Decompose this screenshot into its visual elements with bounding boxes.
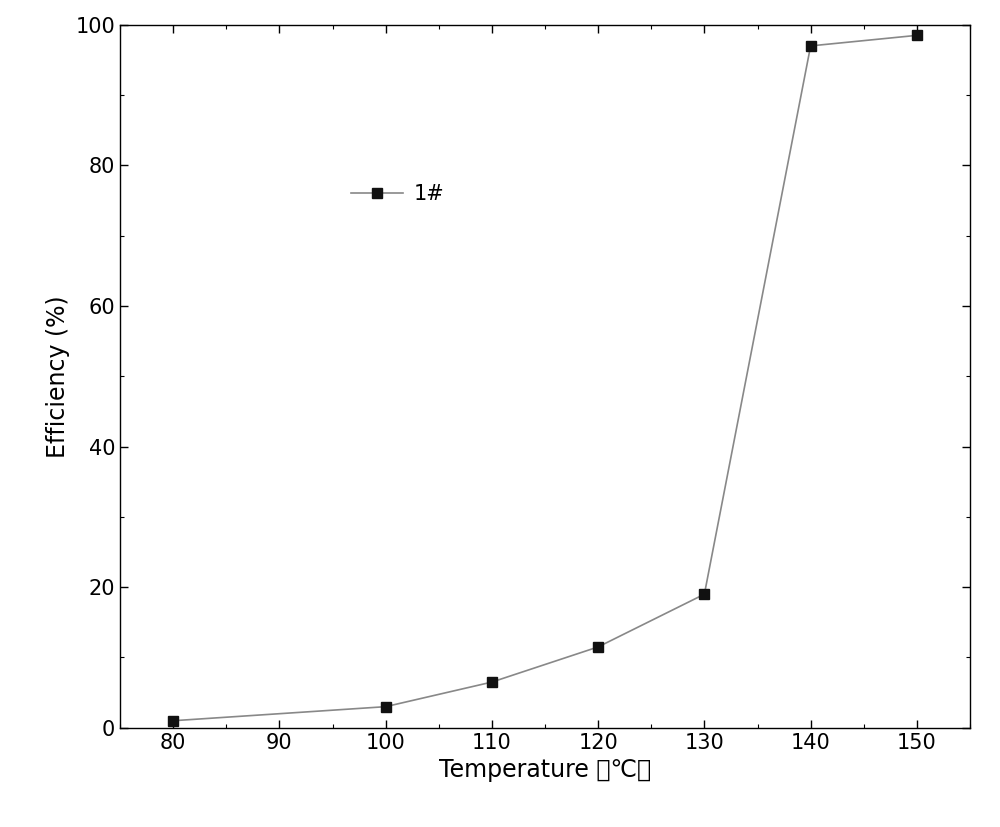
1# [911, 31, 923, 41]
Legend: 1#: 1# [343, 176, 453, 213]
1# [380, 701, 392, 711]
1# [805, 41, 817, 51]
Y-axis label: Efficiency (%): Efficiency (%) [46, 295, 70, 457]
X-axis label: Temperature （℃）: Temperature （℃） [439, 758, 651, 782]
1# [698, 589, 710, 599]
1# [592, 642, 604, 652]
Line: 1#: 1# [168, 31, 922, 725]
1# [486, 677, 498, 687]
1# [167, 716, 179, 726]
